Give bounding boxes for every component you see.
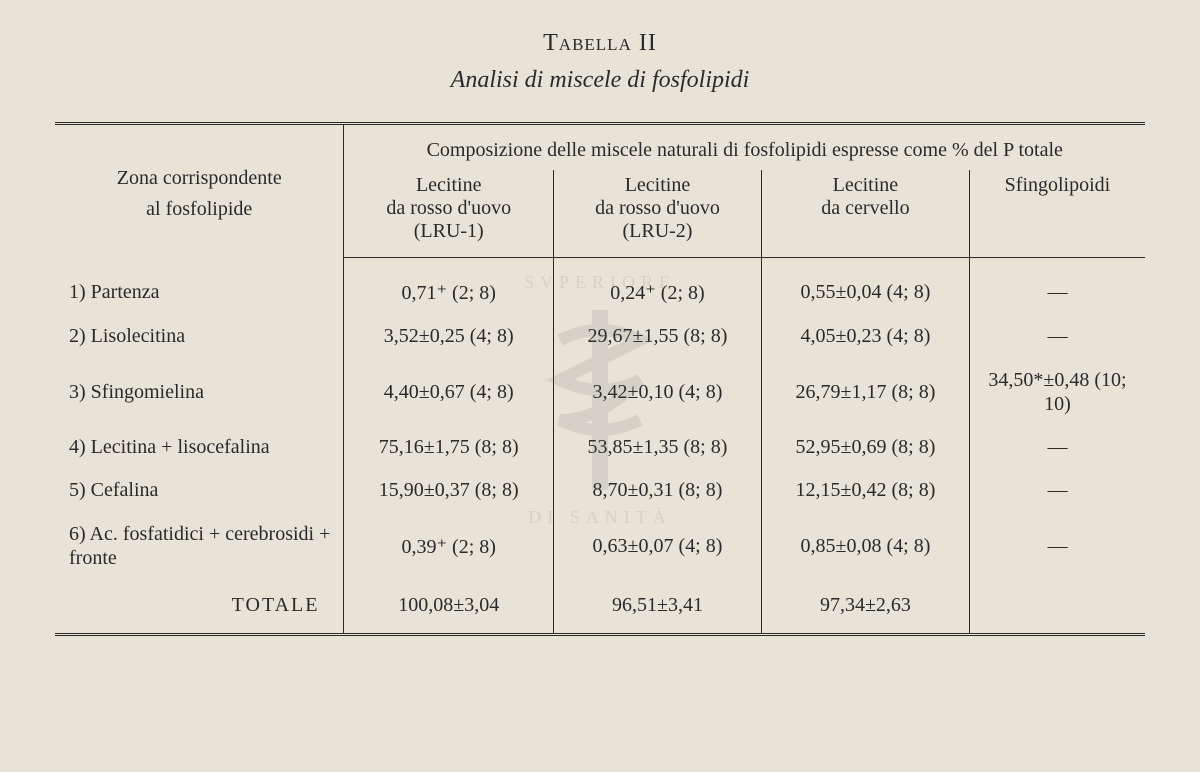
cell: 29,67±1,55 (8; 8) — [554, 315, 762, 358]
cell: 0,71⁺ (2; 8) — [344, 258, 554, 316]
table-title: Analisi di miscele di fosfolipidi — [55, 67, 1145, 94]
total-row: TOTALE 100,08±3,04 96,51±3,41 97,34±2,63 — [55, 580, 1145, 635]
table-row: 3) Sfingomielina 4,40±0,67 (4; 8) 3,42±0… — [55, 358, 1145, 426]
cell: 4,40±0,67 (4; 8) — [344, 358, 554, 426]
header-col2-line3: (LRU-1) — [350, 220, 547, 243]
total-cell: 97,34±2,63 — [761, 580, 969, 635]
header-col4: Lecitine da cervello — [761, 170, 969, 258]
table-row: 4) Lecitina + lisocefalina 75,16±1,75 (8… — [55, 426, 1145, 469]
cell: 3,42±0,10 (4; 8) — [554, 358, 762, 426]
cell: 3,52±0,25 (4; 8) — [344, 315, 554, 358]
cell: 0,55±0,04 (4; 8) — [761, 258, 969, 316]
cell: 26,79±1,17 (8; 8) — [761, 358, 969, 426]
header-col2: Lecitine da rosso d'uovo (LRU-1) — [344, 170, 554, 258]
cell: 75,16±1,75 (8; 8) — [344, 426, 554, 469]
cell: — — [969, 258, 1145, 316]
header-col2-line1: Lecitine — [350, 174, 547, 197]
header-col3: Lecitine da rosso d'uovo (LRU-2) — [554, 170, 762, 258]
table-row: 6) Ac. fosfatidici + cere­brosidi + fron… — [55, 512, 1145, 580]
header-zone-line1: Zona corrispondente — [55, 167, 343, 190]
row-label: 4) Lecitina + lisocefalina — [55, 426, 344, 469]
table-row: 2) Lisolecitina 3,52±0,25 (4; 8) 29,67±1… — [55, 315, 1145, 358]
header-col2-line2: da rosso d'uovo — [350, 197, 547, 220]
cell: 4,05±0,23 (4; 8) — [761, 315, 969, 358]
cell: 15,90±0,37 (8; 8) — [344, 469, 554, 512]
cell: 0,85±0,08 (4; 8) — [761, 512, 969, 580]
header-col3-line1: Lecitine — [560, 174, 755, 197]
total-cell: 100,08±3,04 — [344, 580, 554, 635]
row-label: 1) Partenza — [55, 258, 344, 316]
cell: 34,50*±0,48 (10; 10) — [969, 358, 1145, 426]
table-number: Tabella II — [55, 30, 1145, 57]
header-col3-line2: da rosso d'uovo — [560, 197, 755, 220]
cell: 8,70±0,31 (8; 8) — [554, 469, 762, 512]
header-col4-line1: Lecitine — [768, 174, 963, 197]
cell: — — [969, 426, 1145, 469]
table-row: 5) Cefalina 15,90±0,37 (8; 8) 8,70±0,31 … — [55, 469, 1145, 512]
header-col4-line2: da cervello — [768, 197, 963, 220]
data-table: Zona corrispondente al fosfolipide Compo… — [55, 122, 1145, 636]
total-label: TOTALE — [55, 580, 344, 635]
total-cell: 96,51±3,41 — [554, 580, 762, 635]
row-label: 6) Ac. fosfatidici + cere­brosidi + fron… — [55, 512, 344, 580]
cell: — — [969, 315, 1145, 358]
cell: — — [969, 512, 1145, 580]
header-zone-line2: al fosfolipide — [55, 198, 343, 221]
cell: 52,95±0,69 (8; 8) — [761, 426, 969, 469]
cell: 0,24⁺ (2; 8) — [554, 258, 762, 316]
cell: 53,85±1,35 (8; 8) — [554, 426, 762, 469]
table-row: 1) Partenza 0,71⁺ (2; 8) 0,24⁺ (2; 8) 0,… — [55, 258, 1145, 316]
total-cell — [969, 580, 1145, 635]
header-col3-line3: (LRU-2) — [560, 220, 755, 243]
row-label: 2) Lisolecitina — [55, 315, 344, 358]
header-span: Composizione delle miscele naturali di f… — [344, 124, 1145, 171]
cell: — — [969, 469, 1145, 512]
row-label: 3) Sfingomielina — [55, 358, 344, 426]
header-col5: Sfingolipoidi — [969, 170, 1145, 258]
cell: 0,39⁺ (2; 8) — [344, 512, 554, 580]
header-zone: Zona corrispondente al fosfolipide — [55, 124, 344, 258]
row-label: 5) Cefalina — [55, 469, 344, 512]
cell: 12,15±0,42 (8; 8) — [761, 469, 969, 512]
cell: 0,63±0,07 (4; 8) — [554, 512, 762, 580]
